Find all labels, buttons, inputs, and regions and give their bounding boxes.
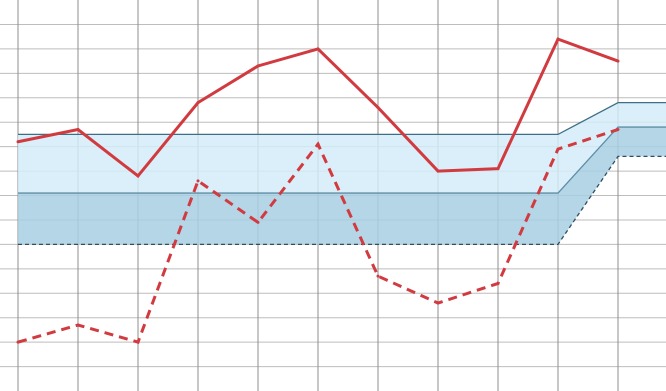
data-point: [376, 274, 380, 278]
band-edge-line: [18, 101, 666, 136]
data-point: [76, 128, 80, 132]
data-point: [196, 179, 200, 183]
data-point: [616, 128, 620, 132]
data-series: [16, 37, 620, 344]
data-point: [316, 142, 320, 146]
data-point: [256, 220, 260, 224]
reference-band-edges: [18, 101, 666, 246]
data-point: [436, 301, 440, 305]
data-point: [556, 37, 560, 41]
data-point: [496, 167, 500, 171]
data-point: [136, 174, 140, 178]
data-point: [616, 59, 620, 63]
data-point: [496, 281, 500, 285]
data-point: [436, 169, 440, 173]
reference-band: [18, 127, 666, 245]
data-point: [556, 147, 560, 151]
data-point: [316, 47, 320, 51]
data-point: [16, 140, 20, 144]
data-point: [76, 323, 80, 327]
data-point: [256, 64, 260, 68]
reference-bands: [18, 102, 666, 245]
data-point: [136, 340, 140, 344]
data-point: [196, 101, 200, 105]
data-point: [16, 340, 20, 344]
band-edge-line: [18, 155, 666, 246]
data-point: [376, 106, 380, 110]
reference-band: [18, 102, 666, 194]
band-edge-line: [18, 126, 666, 194]
